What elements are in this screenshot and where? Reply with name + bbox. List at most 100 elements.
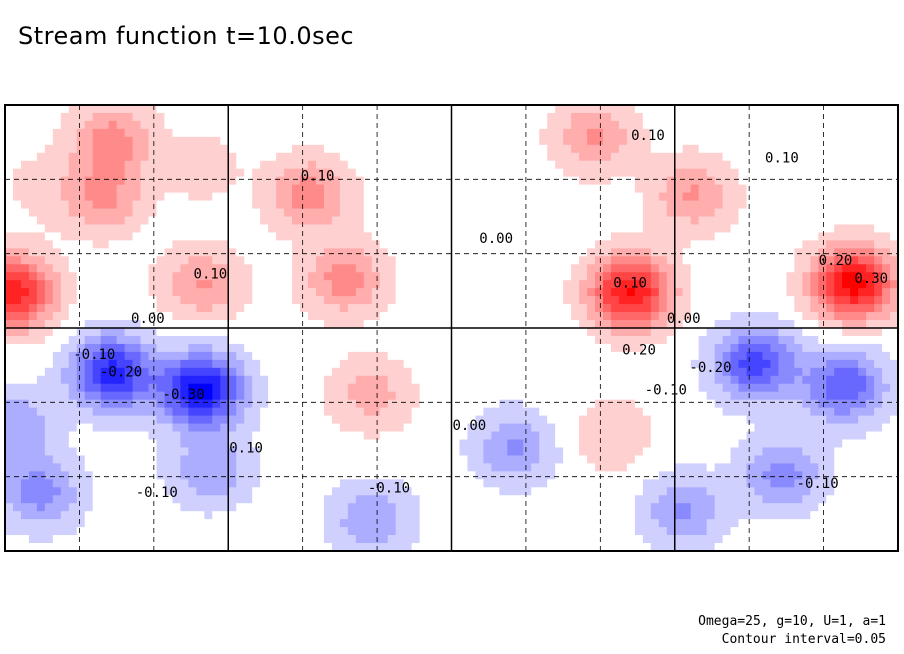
field-cell: [563, 136, 572, 146]
field-cell: [579, 112, 588, 122]
field-cell: [132, 288, 142, 297]
field-cell: [499, 431, 508, 441]
field-cell: [20, 216, 30, 226]
field-cell: [212, 423, 221, 433]
field-cell: [36, 447, 46, 457]
field-cell: [770, 351, 779, 361]
field-cell: [762, 192, 772, 202]
field-cell: [419, 423, 429, 433]
field-cell: [467, 248, 477, 257]
field-cell: [427, 383, 437, 393]
field-cell: [379, 105, 389, 114]
field-cell: [92, 447, 102, 457]
field-cell: [379, 367, 389, 377]
field-cell: [499, 383, 508, 393]
field-cell: [547, 288, 556, 297]
field-cell: [658, 320, 668, 329]
field-cell: [539, 224, 548, 234]
field-cell: [403, 304, 413, 313]
field-cell: [834, 391, 843, 401]
field-cell: [850, 296, 859, 305]
field-cell: [730, 343, 740, 353]
field-cell: [411, 383, 421, 393]
field-cell: [890, 256, 899, 265]
field-cell: [44, 176, 54, 186]
chart-title: Stream function t=10.0sec: [18, 22, 355, 50]
field-cell: [252, 375, 261, 385]
field-cell: [786, 264, 795, 273]
field-cell: [666, 264, 676, 273]
field-cell: [12, 105, 22, 114]
field-cell: [323, 367, 333, 377]
field-cell: [276, 439, 285, 449]
field-cell: [276, 351, 285, 361]
field-cell: [722, 160, 732, 170]
field-cell: [411, 359, 421, 369]
field-cell: [882, 136, 891, 146]
field-cell: [499, 455, 508, 464]
field-cell: [882, 328, 891, 337]
field-cell: [722, 208, 732, 218]
field-cell: [842, 112, 851, 122]
field-cell: [12, 407, 22, 417]
field-cell: [300, 136, 309, 146]
field-cell: [555, 256, 564, 265]
field-cell: [68, 407, 78, 417]
field-cell: [108, 423, 118, 433]
field-cell: [555, 120, 564, 130]
field-cell: [204, 152, 213, 162]
field-cell: [44, 240, 54, 249]
field-cell: [834, 383, 843, 393]
field-cell: [140, 232, 150, 241]
field-cell: [116, 375, 126, 385]
field-cell: [818, 216, 827, 226]
field-cell: [858, 200, 867, 210]
field-cell: [834, 224, 843, 234]
field-cell: [12, 152, 22, 162]
field-cell: [618, 176, 628, 186]
field-cell: [44, 343, 54, 353]
field-cell: [252, 431, 261, 441]
field-cell: [467, 105, 477, 114]
field-cell: [228, 455, 237, 464]
field-cell: [738, 375, 748, 385]
field-cell: [626, 320, 636, 329]
field-cell: [244, 208, 253, 218]
field-cell: [212, 120, 221, 130]
field-cell: [690, 280, 700, 289]
field-cell: [5, 343, 14, 353]
field-cell: [220, 407, 229, 417]
field-cell: [60, 272, 70, 281]
field-cell: [363, 328, 373, 337]
field-cell: [84, 375, 94, 385]
field-cell: [379, 328, 389, 337]
field-cell: [188, 431, 197, 441]
field-cell: [244, 184, 253, 194]
field-cell: [674, 144, 684, 154]
field-cell: [76, 431, 86, 441]
field-cell: [76, 375, 86, 385]
field-cell: [323, 112, 333, 122]
field-cell: [427, 423, 437, 433]
field-cell: [858, 136, 867, 146]
field-cell: [682, 160, 692, 170]
field-cell: [339, 312, 349, 321]
field-cell: [68, 168, 78, 178]
field-cell: [28, 343, 38, 353]
field-cell: [315, 455, 325, 464]
field-cell: [92, 328, 102, 337]
field-cell: [547, 168, 556, 178]
field-cell: [467, 455, 477, 464]
field-cell: [515, 431, 524, 441]
field-cell: [451, 343, 461, 353]
field-cell: [116, 160, 126, 170]
field-cell: [579, 296, 588, 305]
field-cell: [228, 128, 237, 138]
field-cell: [610, 391, 620, 401]
field-cell: [220, 320, 229, 329]
field-cell: [220, 288, 229, 297]
field-cell: [228, 391, 237, 401]
field-cell: [108, 288, 118, 297]
field-cell: [539, 383, 548, 393]
field-cell: [826, 328, 835, 337]
